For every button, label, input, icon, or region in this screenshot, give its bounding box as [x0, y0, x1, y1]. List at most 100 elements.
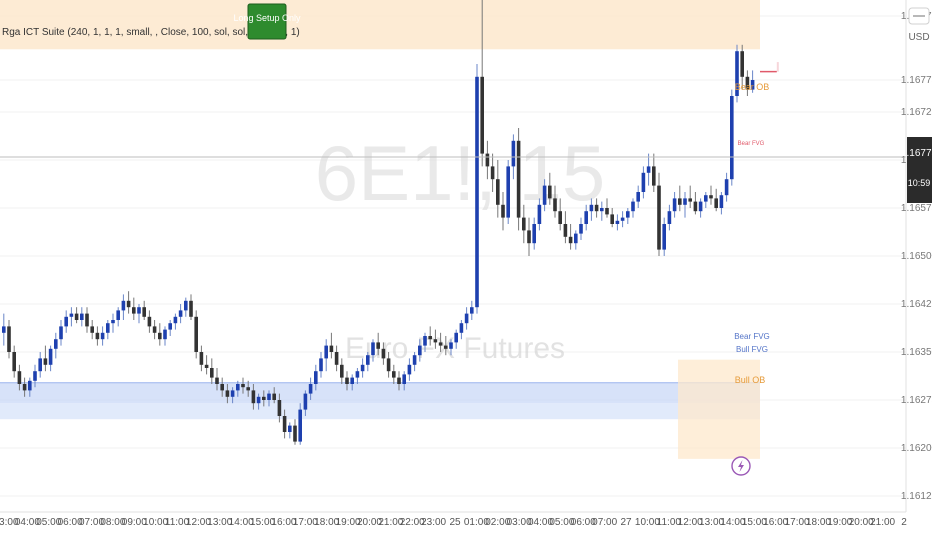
candle [750, 70, 755, 93]
candle [433, 329, 438, 349]
candle [558, 198, 562, 231]
candle-body [412, 355, 417, 365]
candle-body [220, 384, 224, 391]
price-axis[interactable]: USD 1.168751.167751.167251.166501.165751… [901, 0, 932, 512]
candle [236, 380, 240, 397]
candle-body [397, 377, 401, 384]
candle-body [80, 313, 84, 320]
candle-body [407, 364, 412, 375]
long-setup-badge-bg [247, 3, 287, 40]
long-setup-badge[interactable]: Long Setup Only [233, 3, 301, 40]
candle [615, 214, 620, 231]
candle [142, 300, 146, 320]
candle [334, 345, 339, 372]
x-tick-label: 05:00 [36, 517, 61, 528]
candle [501, 192, 505, 231]
candle [646, 153, 651, 186]
candle [444, 336, 448, 356]
candle-body [511, 140, 516, 167]
candle [418, 339, 422, 362]
y-tick-label: 1.16275 [901, 395, 932, 406]
x-tick-label: 14:00 [229, 517, 254, 528]
x-tick-label: 01:00 [464, 517, 489, 528]
y-tick-label: 1.16500 [901, 251, 932, 262]
candle [423, 332, 427, 352]
candle [657, 172, 661, 256]
candle [100, 326, 105, 346]
candle [600, 201, 604, 221]
candle-body [444, 345, 448, 349]
candle [184, 297, 188, 317]
candle-body [262, 396, 266, 400]
candle [574, 230, 578, 250]
lightning-icon[interactable] [731, 456, 751, 476]
candle-body [7, 326, 11, 352]
candle-body [90, 326, 94, 333]
candle [189, 294, 193, 320]
x-tick-label: 17:00 [293, 517, 318, 528]
candle-body [501, 204, 505, 218]
indicator-label[interactable]: Rga ICT Suite (240, 1, 1, 1, small, , Cl… [2, 27, 300, 38]
candle-body [334, 352, 339, 365]
x-tick-label: 02:00 [485, 517, 510, 528]
candle-body [168, 323, 172, 330]
candle [90, 320, 94, 340]
candle [428, 326, 432, 346]
candle [204, 355, 209, 375]
x-tick-label: 07:00 [79, 517, 104, 528]
candle-body [54, 339, 58, 349]
candle [412, 352, 417, 372]
bull-ob-zone [678, 359, 760, 459]
candle [579, 217, 583, 240]
x-tick-label: 14:00 [720, 517, 745, 528]
x-tick-label: 13:00 [207, 517, 232, 528]
x-tick-label: 05:00 [549, 517, 574, 528]
candle [277, 393, 282, 423]
zoom-toggle[interactable] [908, 7, 930, 25]
candle [360, 358, 365, 378]
candle-body [740, 51, 744, 77]
x-tick-label: 12:00 [186, 517, 211, 528]
candle-body [33, 371, 37, 381]
candle [631, 198, 635, 218]
x-tick-label: 2 [901, 517, 907, 528]
candle [225, 384, 230, 404]
candle-body [652, 166, 656, 186]
small-mark-label: Bear FVG [738, 141, 765, 147]
candle [246, 380, 250, 397]
candle [693, 192, 698, 215]
candle [553, 185, 557, 218]
candle [152, 320, 157, 340]
candle-body [584, 211, 588, 224]
candle-body [402, 374, 406, 384]
candle [548, 172, 552, 205]
candle [132, 297, 136, 320]
candle [48, 345, 53, 372]
candle-body [345, 377, 349, 384]
candle-body [184, 300, 188, 311]
candle [636, 185, 640, 208]
y-tick-label: 1.16725 [901, 107, 932, 118]
candle [626, 208, 630, 224]
x-tick-label: 25 [449, 517, 461, 528]
candle-body [272, 393, 276, 400]
candle-body [142, 307, 146, 317]
candle-body [428, 336, 432, 340]
time-axis[interactable]: 03:0004:0005:0006:0007:0008:0009:0010:00… [0, 511, 932, 550]
x-tick-label: 07:00 [592, 517, 617, 528]
candle-body [319, 358, 323, 372]
x-tick-label: 11:00 [165, 517, 190, 528]
candle-body [662, 224, 666, 250]
candle [194, 310, 198, 359]
candle [620, 211, 625, 228]
x-tick-label: 06:00 [571, 517, 596, 528]
candle-body [59, 326, 63, 340]
candle-body [449, 342, 453, 349]
candle-body [537, 204, 542, 224]
candle [329, 332, 334, 359]
candle-body [74, 313, 79, 320]
candle-body [147, 316, 152, 327]
candle [137, 304, 141, 324]
x-tick-label: 03:00 [0, 517, 19, 528]
